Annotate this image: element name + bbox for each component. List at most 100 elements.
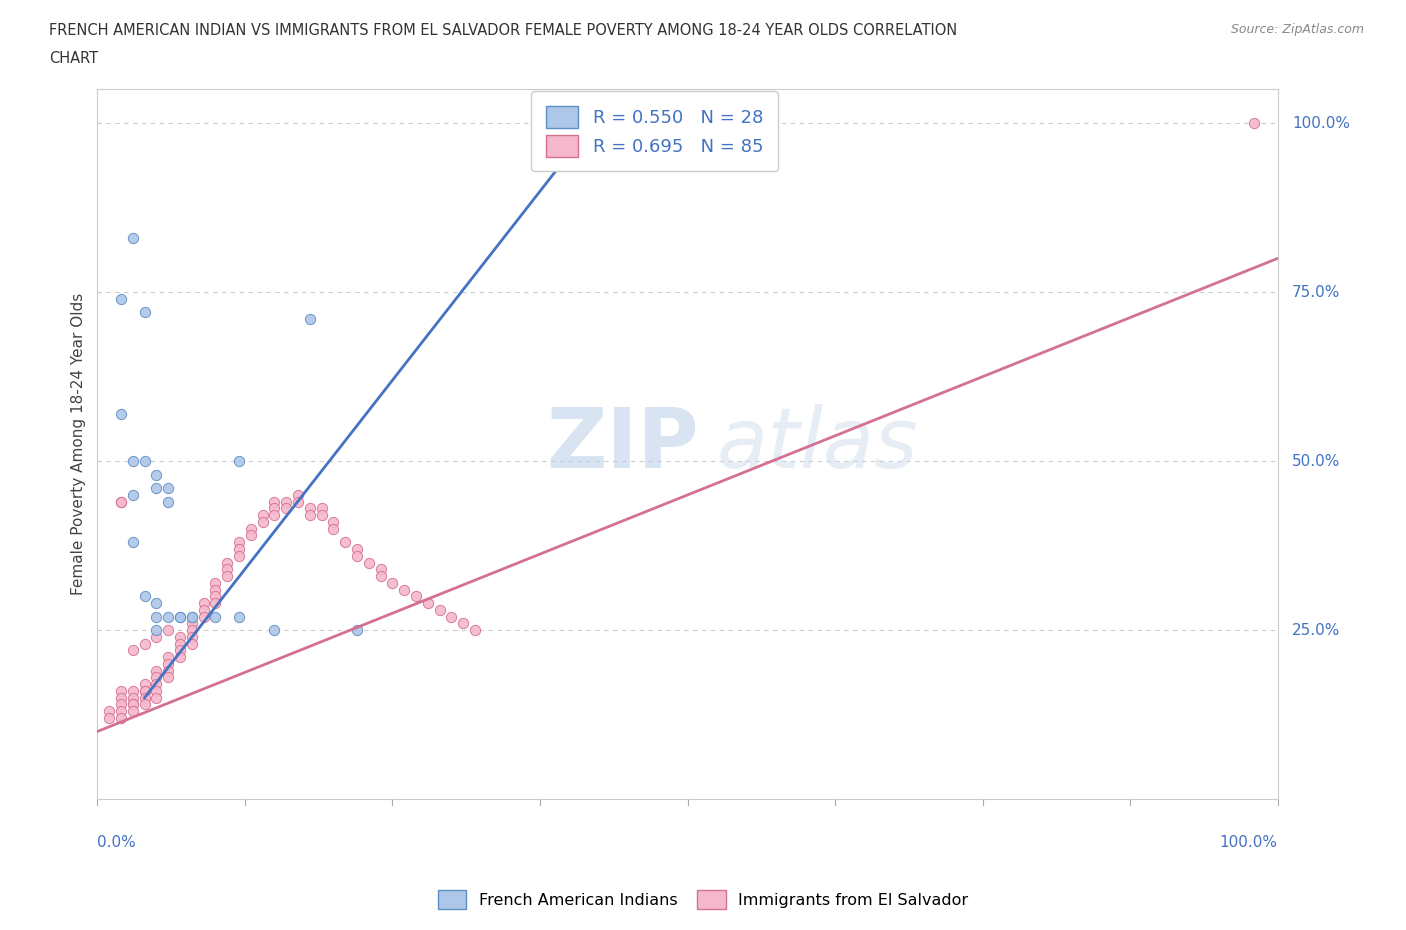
Point bbox=[169, 609, 191, 624]
Point bbox=[228, 549, 250, 564]
Point bbox=[217, 562, 239, 577]
Text: 0.0%: 0.0% bbox=[97, 834, 136, 850]
Text: 50.0%: 50.0% bbox=[1292, 454, 1340, 469]
Point bbox=[239, 528, 262, 543]
Point bbox=[370, 568, 392, 583]
Point bbox=[180, 609, 202, 624]
Point bbox=[263, 623, 285, 638]
Point bbox=[134, 677, 156, 692]
Point bbox=[287, 494, 309, 509]
Point bbox=[157, 663, 180, 678]
Point bbox=[180, 616, 202, 631]
Point bbox=[287, 487, 309, 502]
Point bbox=[134, 684, 156, 698]
Point bbox=[1243, 115, 1265, 130]
Point bbox=[464, 623, 486, 638]
Point bbox=[180, 623, 202, 638]
Point bbox=[121, 697, 143, 711]
Point bbox=[357, 555, 380, 570]
Point bbox=[228, 535, 250, 550]
Text: 25.0%: 25.0% bbox=[1292, 622, 1340, 638]
Point bbox=[134, 684, 156, 698]
Point bbox=[157, 657, 180, 671]
Point bbox=[110, 494, 132, 509]
Point bbox=[110, 406, 132, 421]
Text: atlas: atlas bbox=[717, 404, 918, 485]
Point bbox=[204, 576, 226, 591]
Point bbox=[263, 501, 285, 516]
Point bbox=[298, 508, 321, 523]
Point bbox=[204, 595, 226, 610]
Point bbox=[298, 501, 321, 516]
Point bbox=[252, 508, 274, 523]
Point bbox=[405, 589, 427, 604]
Point bbox=[134, 454, 156, 469]
Point bbox=[121, 487, 143, 502]
Point bbox=[134, 690, 156, 705]
Point bbox=[394, 582, 416, 597]
Point bbox=[121, 454, 143, 469]
Text: FRENCH AMERICAN INDIAN VS IMMIGRANTS FROM EL SALVADOR FEMALE POVERTY AMONG 18-24: FRENCH AMERICAN INDIAN VS IMMIGRANTS FRO… bbox=[49, 23, 957, 38]
Point bbox=[110, 697, 132, 711]
Point bbox=[121, 535, 143, 550]
Point bbox=[429, 603, 451, 618]
Point bbox=[145, 684, 167, 698]
Point bbox=[228, 609, 250, 624]
Legend: French American Indians, Immigrants from El Salvador: French American Indians, Immigrants from… bbox=[429, 882, 977, 917]
Point bbox=[110, 291, 132, 306]
Point bbox=[370, 562, 392, 577]
Point bbox=[276, 501, 298, 516]
Text: CHART: CHART bbox=[49, 51, 98, 66]
Point bbox=[180, 609, 202, 624]
Text: 100.0%: 100.0% bbox=[1292, 115, 1350, 131]
Point bbox=[134, 589, 156, 604]
Point bbox=[169, 643, 191, 658]
Point bbox=[121, 697, 143, 711]
Text: 100.0%: 100.0% bbox=[1220, 834, 1278, 850]
Point bbox=[157, 623, 180, 638]
Point bbox=[228, 541, 250, 556]
Point bbox=[157, 609, 180, 624]
Point bbox=[311, 501, 333, 516]
Point bbox=[193, 609, 215, 624]
Point bbox=[145, 595, 167, 610]
Point bbox=[346, 549, 368, 564]
Point bbox=[252, 514, 274, 529]
Point bbox=[145, 481, 167, 496]
Point bbox=[276, 494, 298, 509]
Point bbox=[263, 494, 285, 509]
Point bbox=[169, 630, 191, 644]
Text: Source: ZipAtlas.com: Source: ZipAtlas.com bbox=[1230, 23, 1364, 36]
Point bbox=[298, 312, 321, 326]
Point bbox=[145, 467, 167, 482]
Point bbox=[346, 541, 368, 556]
Text: ZIP: ZIP bbox=[546, 404, 699, 485]
Point bbox=[416, 595, 439, 610]
Point bbox=[169, 650, 191, 665]
Point bbox=[145, 670, 167, 684]
Point bbox=[157, 481, 180, 496]
Point bbox=[217, 568, 239, 583]
Point bbox=[157, 494, 180, 509]
Point bbox=[145, 690, 167, 705]
Point bbox=[169, 636, 191, 651]
Point bbox=[204, 582, 226, 597]
Point bbox=[157, 650, 180, 665]
Point bbox=[204, 589, 226, 604]
Point bbox=[134, 636, 156, 651]
Point bbox=[121, 684, 143, 698]
Point bbox=[239, 522, 262, 537]
Point bbox=[110, 494, 132, 509]
Point bbox=[145, 663, 167, 678]
Point bbox=[451, 616, 474, 631]
Point bbox=[346, 623, 368, 638]
Point bbox=[217, 555, 239, 570]
Point bbox=[121, 690, 143, 705]
Point bbox=[322, 514, 344, 529]
Point bbox=[193, 595, 215, 610]
Point bbox=[145, 623, 167, 638]
Point bbox=[180, 630, 202, 644]
Point bbox=[228, 454, 250, 469]
Point bbox=[204, 609, 226, 624]
Point bbox=[121, 643, 143, 658]
